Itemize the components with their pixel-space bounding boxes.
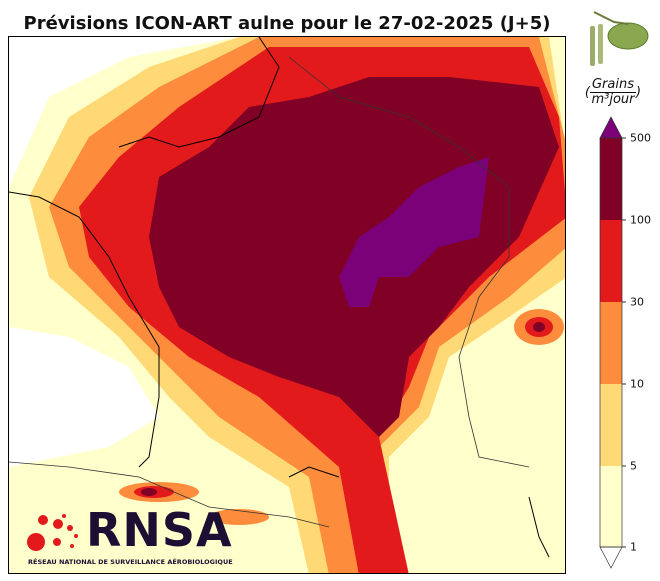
colorbar-tick-30: 30 — [630, 295, 644, 309]
map-canvas — [9, 37, 565, 573]
colorbar-tick-100: 100 — [630, 213, 651, 227]
alder-leaf-icon — [590, 11, 649, 66]
rnsa-logo-subtitle: RÉSEAU NATIONAL DE SURVEILLANCE AÉROBIOL… — [28, 558, 233, 566]
colorbar-bin-30-100 — [600, 220, 622, 302]
colorbar-extend-min — [599, 546, 623, 569]
colorbar-bin-100-500 — [600, 138, 622, 220]
colorbar-tick-1: 1 — [630, 540, 637, 554]
colorbar-tick-5: 5 — [630, 459, 637, 473]
unit-paren-open: ( — [584, 84, 590, 100]
colorbar — [599, 116, 626, 569]
colorbar-bin-10-30 — [600, 302, 622, 384]
unit-label: ( Grains m³jour ) — [584, 78, 642, 107]
unit-numerator: Grains — [589, 77, 636, 93]
map-title: Prévisions ICON-ART aulne pour le 27-02-… — [23, 13, 551, 34]
colorbar-bin-5-10 — [600, 384, 622, 466]
zone-over-500 — [339, 157, 489, 307]
colorbar-bin-1-5 — [600, 466, 622, 547]
coastline — [9, 37, 550, 558]
rnsa-logo-text: RNSA — [86, 503, 233, 557]
colorbar-tick-10: 10 — [630, 377, 644, 391]
colorbar-tick-500: 500 — [630, 131, 651, 145]
borders — [9, 56, 530, 528]
unit-denominator: m³jour — [591, 92, 635, 107]
colorbar-extend-max — [599, 116, 623, 139]
pollen-forecast-map — [8, 36, 566, 574]
rnsa-logo-dots-icon — [27, 514, 78, 551]
unit-paren-close: ) — [636, 84, 642, 100]
